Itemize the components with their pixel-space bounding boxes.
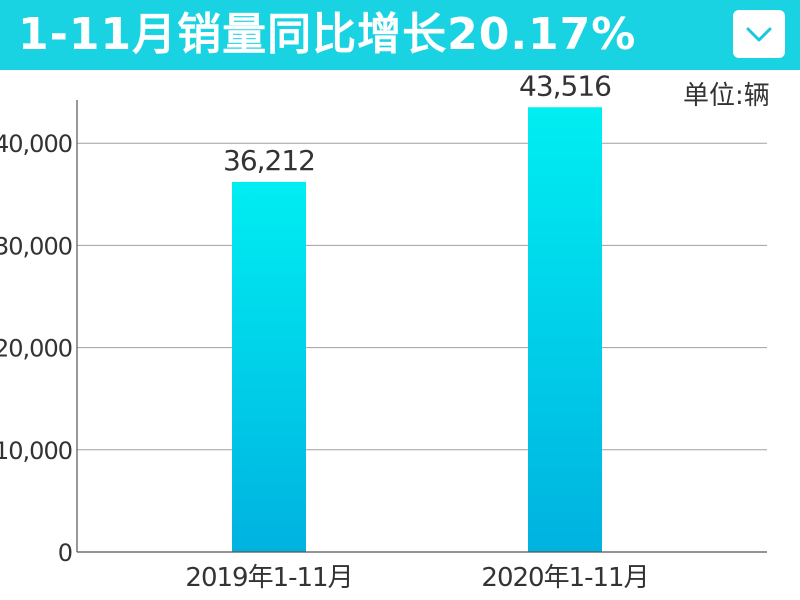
data-label: 43,516 bbox=[519, 70, 611, 102]
chevron-down-icon bbox=[746, 27, 772, 42]
x-tick-label: 2019年1-11月 bbox=[185, 563, 352, 593]
x-tick-label: 2020年1-11月 bbox=[481, 563, 648, 593]
y-tick-label: 10,000 bbox=[0, 437, 72, 465]
unit-label: 单位:辆 bbox=[683, 81, 770, 111]
bar-chart: 0 10,000 20,000 30,000 40,000 36,212 2019年1-11… bbox=[0, 70, 767, 593]
page-title: 1-11月销量同比增长20.17% bbox=[18, 9, 637, 60]
y-tick-label: 30,000 bbox=[0, 232, 72, 260]
dropdown-button[interactable] bbox=[733, 10, 785, 58]
y-tick-label: 0 bbox=[58, 539, 72, 567]
y-tick-label: 20,000 bbox=[0, 335, 72, 363]
y-tick-label: 40,000 bbox=[0, 130, 72, 158]
data-label: 36,212 bbox=[223, 144, 315, 177]
title-bar: 1-11月销量同比增长20.17% bbox=[0, 0, 800, 70]
bar bbox=[528, 107, 602, 552]
bar bbox=[232, 181, 306, 552]
